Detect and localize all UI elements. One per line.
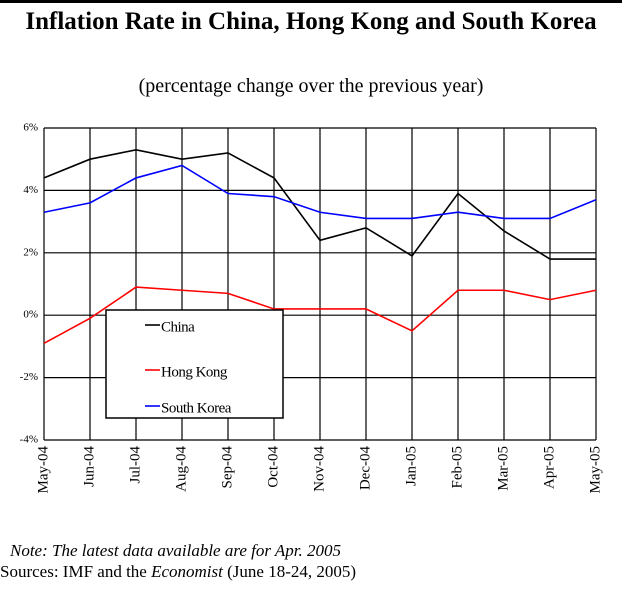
chart-subtitle: (percentage change over the previous yea… — [138, 75, 484, 97]
legend-label: South Korea — [161, 400, 232, 416]
source-prefix: Sources: IMF and the — [0, 562, 151, 581]
series-line — [43, 149, 596, 260]
source-suffix: (June 18-24, 2005) — [223, 562, 356, 581]
x-tick-label: Apr-05 — [541, 446, 557, 489]
x-tick-label: Jan-05 — [403, 446, 419, 486]
legend-label: China — [161, 319, 195, 335]
x-tick-label: Nov-04 — [311, 446, 327, 492]
note: Note: The latest data available are for … — [9, 541, 341, 560]
legend: China Hong Kong South Korea — [105, 309, 284, 419]
y-tick-label: 6% — [23, 122, 38, 134]
legend-box — [105, 309, 284, 419]
x-tick-label: Jun-04 — [81, 446, 97, 487]
top-rule — [0, 0, 622, 3]
chart-title: Inflation Rate in China, Hong Kong and S… — [25, 8, 597, 35]
y-tick-label: 0% — [23, 309, 38, 321]
series-line — [43, 164, 597, 220]
y-tick-label: -2% — [20, 371, 38, 383]
x-tick-label: Aug-04 — [173, 446, 189, 492]
y-tick-label: 2% — [23, 246, 38, 258]
source-italic: Economist — [150, 562, 224, 581]
legend-label: Hong Kong — [161, 364, 228, 380]
y-tick-label: 4% — [23, 184, 38, 196]
source: Sources: IMF and the Economist (June 18-… — [0, 562, 356, 581]
x-tick-label: May-04 — [35, 446, 51, 494]
x-tick-label: Dec-04 — [357, 446, 373, 491]
x-tick-label: May-05 — [587, 446, 603, 494]
x-tick-label: Oct-04 — [265, 446, 281, 488]
x-tick-label: Mar-05 — [495, 446, 511, 491]
x-tick-label: Feb-05 — [449, 446, 465, 489]
x-tick-label: Sep-04 — [219, 446, 235, 489]
x-tick-label: Jul-04 — [127, 446, 143, 484]
y-tick-label: -4% — [20, 434, 38, 446]
series-line — [43, 286, 597, 344]
